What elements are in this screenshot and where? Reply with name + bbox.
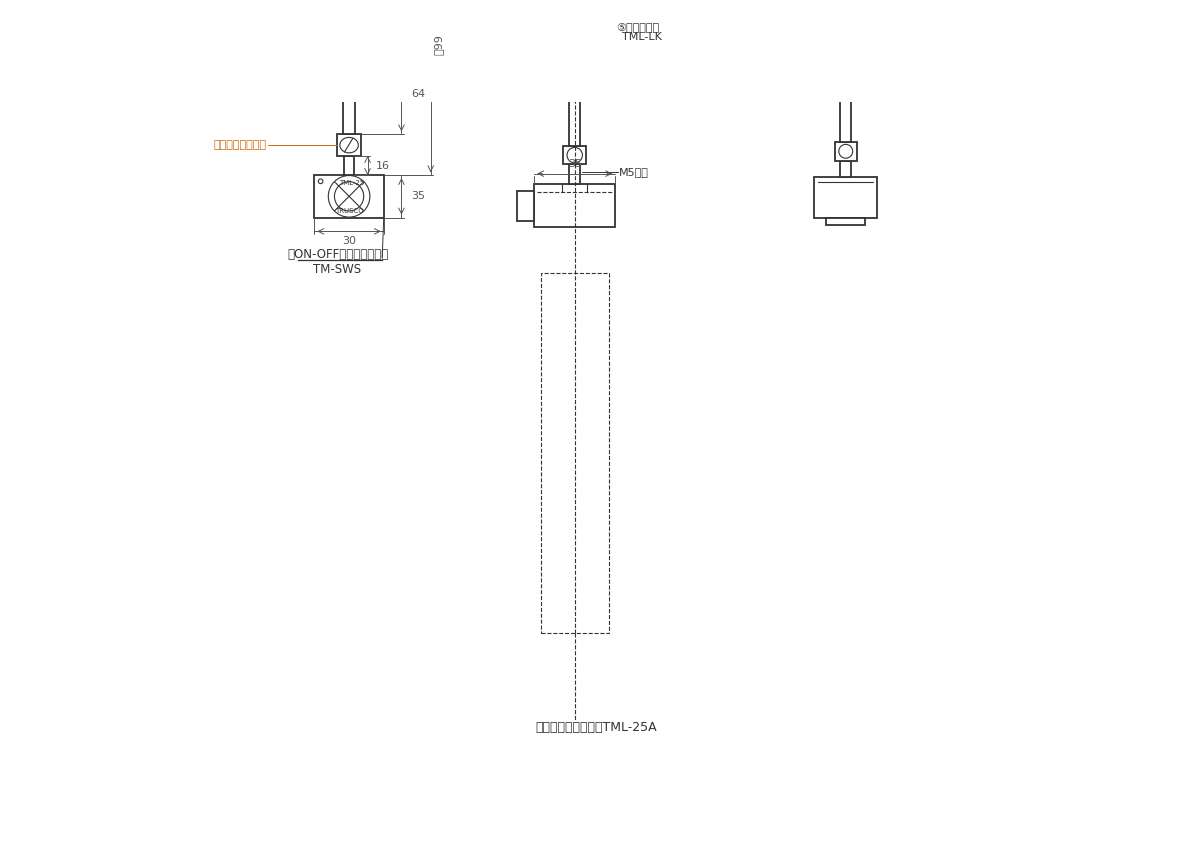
Text: 16: 16 <box>376 161 391 171</box>
Bar <box>815 178 877 218</box>
Bar <box>540 273 609 633</box>
Circle shape <box>334 182 364 211</box>
Circle shape <box>319 179 323 184</box>
Text: M5ネジ: M5ネジ <box>619 167 649 177</box>
Bar <box>563 146 586 164</box>
Bar <box>343 0 356 29</box>
Text: 35: 35 <box>411 191 425 201</box>
Text: 64: 64 <box>411 89 425 99</box>
Bar <box>840 66 851 142</box>
Circle shape <box>567 37 582 52</box>
Bar <box>337 134 362 156</box>
Bar <box>825 43 866 66</box>
Bar <box>327 29 371 54</box>
Circle shape <box>561 30 589 59</box>
Text: 30: 30 <box>343 235 356 246</box>
Bar <box>569 164 580 184</box>
Bar <box>534 184 615 227</box>
Text: TRUSCO: TRUSCO <box>334 207 363 213</box>
Bar <box>343 54 356 134</box>
Bar <box>518 190 534 221</box>
Circle shape <box>328 176 370 217</box>
Bar <box>344 156 355 175</box>
Circle shape <box>567 147 582 163</box>
Text: （ON-OFF）切替スイッチ: （ON-OFF）切替スイッチ <box>286 248 388 261</box>
Bar <box>840 161 851 178</box>
Text: 青99: 青99 <box>434 34 443 55</box>
Circle shape <box>839 144 853 158</box>
Bar <box>314 175 383 218</box>
Text: 35: 35 <box>568 159 582 169</box>
Text: TML-LK: TML-LK <box>623 32 662 42</box>
Bar <box>308 32 327 49</box>
Text: TM-SWS: TM-SWS <box>314 264 362 276</box>
Bar <box>569 69 580 146</box>
Text: TML-25: TML-25 <box>339 180 365 186</box>
Text: ⑤ロックノブ: ⑤ロックノブ <box>616 22 659 32</box>
Text: ボールジョイント: ボールジョイント <box>213 140 267 150</box>
Bar <box>827 218 865 225</box>
Circle shape <box>553 23 597 65</box>
Bar <box>840 0 851 43</box>
Bar <box>835 142 857 161</box>
Bar <box>569 0 580 20</box>
Bar <box>866 47 884 64</box>
Text: ミニロックアーム　TML-25A: ミニロックアーム TML-25A <box>536 721 657 734</box>
